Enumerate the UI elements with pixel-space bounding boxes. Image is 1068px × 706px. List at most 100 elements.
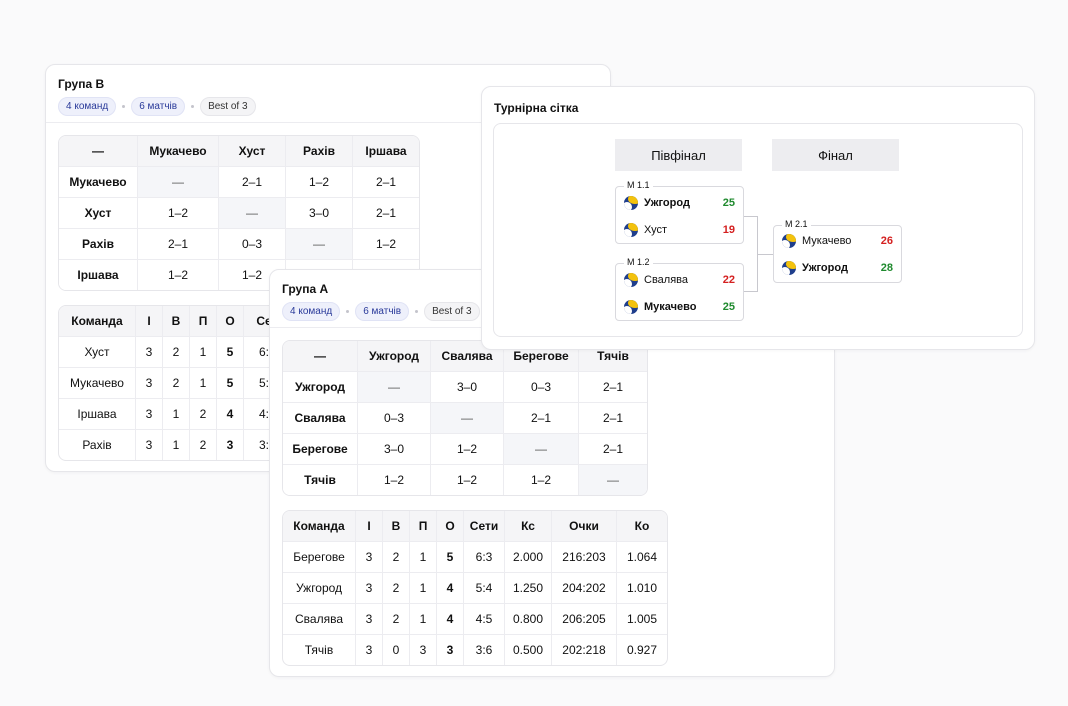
standings-team: Свалява bbox=[283, 604, 356, 635]
matrix-cell: 1–2 bbox=[431, 434, 504, 465]
matrix-cell: 2–1 bbox=[353, 198, 419, 229]
matrix-cell: 0–3 bbox=[504, 372, 579, 403]
standings-col-header: О bbox=[437, 511, 464, 542]
matrix-corner: — bbox=[283, 341, 358, 372]
standings-team: Берегове bbox=[283, 542, 356, 573]
match-team-row: Ужгород 25 bbox=[624, 195, 735, 211]
team-score: 26 bbox=[880, 235, 893, 247]
matrix-cell: — bbox=[504, 434, 579, 465]
matrix-cell: — bbox=[579, 465, 647, 495]
standings-cell: 5:4 bbox=[464, 573, 505, 604]
match-team-row: Свалява 22 bbox=[624, 272, 735, 288]
bracket-title: Турнірна сітка bbox=[494, 101, 579, 115]
separator-dot bbox=[415, 310, 419, 313]
teams-count-pill: 4 команд bbox=[282, 302, 341, 321]
team-name: Мукачево bbox=[644, 301, 697, 313]
standings-cell: 1.064 bbox=[617, 542, 667, 573]
matrix-cell: 1–2 bbox=[138, 198, 219, 229]
matrix-cell: 1–2 bbox=[286, 167, 353, 198]
table-row: Ужгород 3 2 1 4 5:4 1.250 204:202 1.010 bbox=[283, 573, 667, 604]
standings-team: Мукачево bbox=[59, 368, 136, 399]
standings-cell: 3 bbox=[136, 337, 163, 368]
standings-cell: 3 bbox=[136, 430, 163, 460]
final-header: Фінал bbox=[772, 139, 899, 171]
separator-dot bbox=[122, 105, 126, 108]
matrix-row: Тячів 1–2 1–2 1–2 — bbox=[283, 465, 647, 495]
standings-cell: 1.010 bbox=[617, 573, 667, 604]
standings-cell: 3 bbox=[356, 604, 383, 635]
standings-col-header: В bbox=[163, 306, 190, 337]
standings-cell: 4:5 bbox=[464, 604, 505, 635]
matrix-cell: 0–3 bbox=[358, 403, 431, 434]
matrix-col-header: Мукачево bbox=[138, 136, 219, 167]
match-team-row: Мукачево 26 bbox=[782, 233, 893, 249]
standings-cell: 3 bbox=[136, 368, 163, 399]
matrix-cell: 0–3 bbox=[219, 229, 286, 260]
standings-cell: 3 bbox=[136, 399, 163, 430]
standings-cell: 3 bbox=[410, 635, 437, 665]
matches-count-pill: 6 матчів bbox=[355, 302, 410, 321]
standings-cell: 2 bbox=[163, 368, 190, 399]
separator-dot bbox=[191, 105, 195, 108]
table-row: Берегове 3 2 1 5 6:3 2.000 216:203 1.064 bbox=[283, 542, 667, 573]
standings-points: 4 bbox=[437, 604, 464, 635]
match-label: М 1.1 bbox=[624, 180, 653, 190]
matrix-col-header: Іршава bbox=[353, 136, 419, 167]
standings-cell: 2 bbox=[383, 604, 410, 635]
standings-points: 3 bbox=[217, 430, 244, 460]
group-a-header: Група A 4 команд 6 матчів Best of 3 bbox=[270, 270, 834, 331]
matrix-cell: — bbox=[358, 372, 431, 403]
standings-col-header: П bbox=[410, 511, 437, 542]
standings-cell: 0 bbox=[383, 635, 410, 665]
standings-col-header: Команда bbox=[59, 306, 136, 337]
team-score: 25 bbox=[722, 197, 735, 209]
standings-cell: 4: bbox=[244, 399, 284, 430]
standings-cell: 3:6 bbox=[464, 635, 505, 665]
standings-team: Хуст bbox=[59, 337, 136, 368]
group-a-standings: Команда І В П О Сети Кс Очки Ко Берегове… bbox=[282, 510, 668, 666]
team-score: 19 bbox=[722, 224, 735, 236]
match-card[interactable]: М 1.2 Свалява 22 Мукачево 25 bbox=[615, 257, 744, 321]
team-name: Мукачево bbox=[802, 235, 852, 247]
standings-cell: 2 bbox=[383, 542, 410, 573]
group-a-matrix: — Ужгород Свалява Берегове Тячів Ужгород… bbox=[282, 340, 648, 496]
standings-cell: 1 bbox=[410, 573, 437, 604]
match-label: М 1.2 bbox=[624, 257, 653, 267]
standings-cell: 2 bbox=[383, 573, 410, 604]
standings-cell: 3: bbox=[258, 438, 269, 452]
matrix-cell: 3–0 bbox=[358, 434, 431, 465]
separator-dot bbox=[346, 310, 350, 313]
matrix-cell: 2–1 bbox=[579, 403, 647, 434]
standings-cell: 204:202 bbox=[552, 573, 617, 604]
group-a-pills: 4 команд 6 матчів Best of 3 bbox=[282, 302, 822, 321]
team-name: Ужгород bbox=[644, 197, 690, 209]
standings-team: Тячів bbox=[283, 635, 356, 665]
standings-cell: 2 bbox=[190, 430, 217, 460]
standings-points: 4 bbox=[437, 573, 464, 604]
standings-col-header: П bbox=[190, 306, 217, 337]
matrix-row: Мукачево — 2–1 1–2 2–1 bbox=[59, 167, 419, 198]
volleyball-icon bbox=[624, 223, 638, 237]
standings-cell: 216:203 bbox=[552, 542, 617, 573]
match-card[interactable]: М 1.1 Ужгород 25 Хуст 19 bbox=[615, 180, 744, 244]
match-card[interactable]: М 2.1 Мукачево 26 Ужгород 28 bbox=[773, 219, 902, 283]
standings-cell: 1.005 bbox=[617, 604, 667, 635]
group-b-matrix: — Мукачево Хуст Рахів Іршава Мукачево — … bbox=[58, 135, 420, 291]
table-row: Хуст 3 2 1 5 6: bbox=[59, 337, 284, 368]
standings-cell: 0.927 bbox=[626, 643, 658, 657]
team-score: 22 bbox=[722, 274, 735, 286]
standings-cell: 0.500 bbox=[505, 635, 552, 665]
matrix-row: Рахів 2–1 0–3 — 1–2 bbox=[59, 229, 419, 260]
standings-col-header: В bbox=[383, 511, 410, 542]
volleyball-icon bbox=[624, 273, 638, 287]
table-row: Свалява 3 2 1 4 4:5 0.800 206:205 1.005 bbox=[283, 604, 667, 635]
standings-cell: 3 bbox=[356, 635, 383, 665]
team-name: Ужгород bbox=[802, 262, 848, 274]
standings-cell: 3 bbox=[356, 542, 383, 573]
standings-col-header: І bbox=[356, 511, 383, 542]
matrix-cell: — bbox=[286, 229, 353, 260]
volleyball-icon bbox=[782, 234, 796, 248]
standings-cell: 6:3 bbox=[464, 542, 505, 573]
standings-cell: 1 bbox=[410, 542, 437, 573]
matrix-cell: 1–2 bbox=[431, 465, 504, 495]
